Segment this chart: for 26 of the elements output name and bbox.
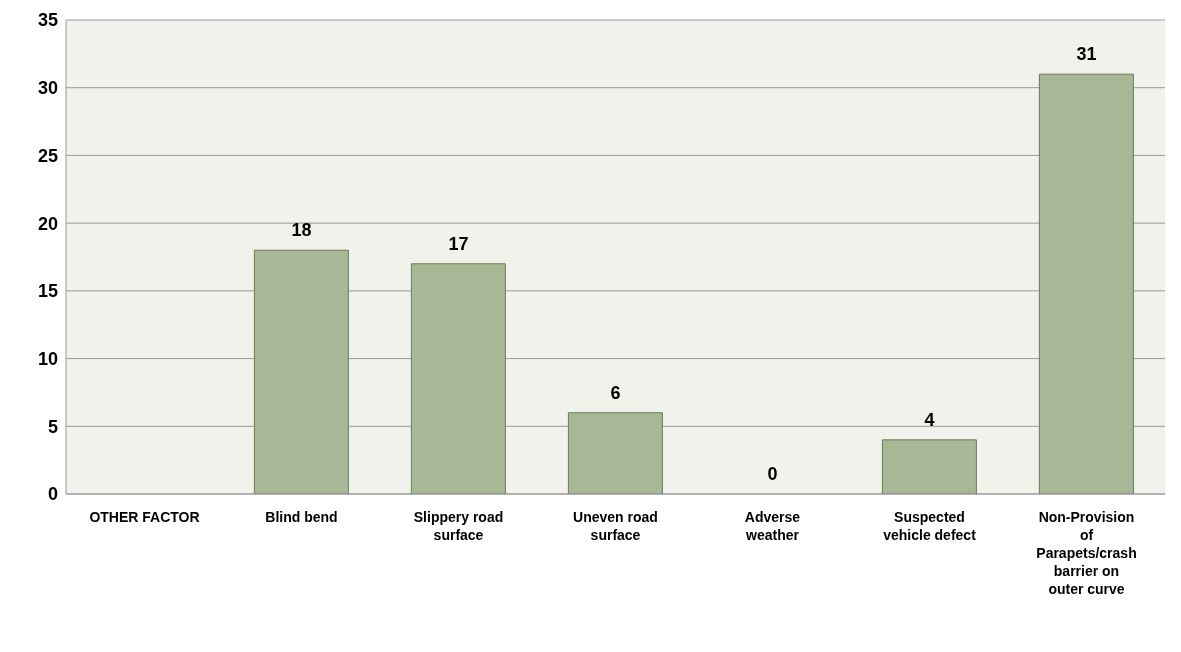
bar: [881, 439, 977, 494]
data-label: 31: [1076, 44, 1097, 65]
x-tick-label: Adverse weather: [744, 509, 801, 543]
bar: [567, 412, 663, 494]
y-tick-label: 20: [37, 213, 58, 234]
bar: [1038, 73, 1134, 494]
x-tick-label: Slippery road surface: [413, 509, 504, 543]
y-tick-label: 30: [37, 78, 58, 99]
x-tick-label: Suspected vehicle defect: [883, 509, 977, 543]
data-label: 17: [448, 233, 469, 254]
y-tick-label: 0: [47, 484, 58, 505]
x-tick-label: Blind bend: [265, 509, 338, 525]
bar: [253, 249, 349, 494]
data-label: 18: [291, 220, 312, 241]
y-tick-label: 25: [37, 145, 58, 166]
y-tick-label: 35: [37, 10, 58, 31]
data-label: 0: [767, 464, 778, 484]
data-label: 4: [924, 409, 935, 430]
x-tick-label: Uneven road surface: [573, 509, 658, 543]
bar: [410, 263, 506, 494]
y-tick-label: 5: [47, 416, 58, 437]
y-tick-label: 10: [37, 348, 58, 369]
data-label: 6: [610, 382, 621, 403]
x-tick-label: OTHER FACTOR: [89, 509, 200, 525]
y-tick-label: 15: [37, 281, 58, 302]
x-tick-label: Non-Provision of Parapets/crash barrier on outer curve: [1036, 509, 1137, 597]
